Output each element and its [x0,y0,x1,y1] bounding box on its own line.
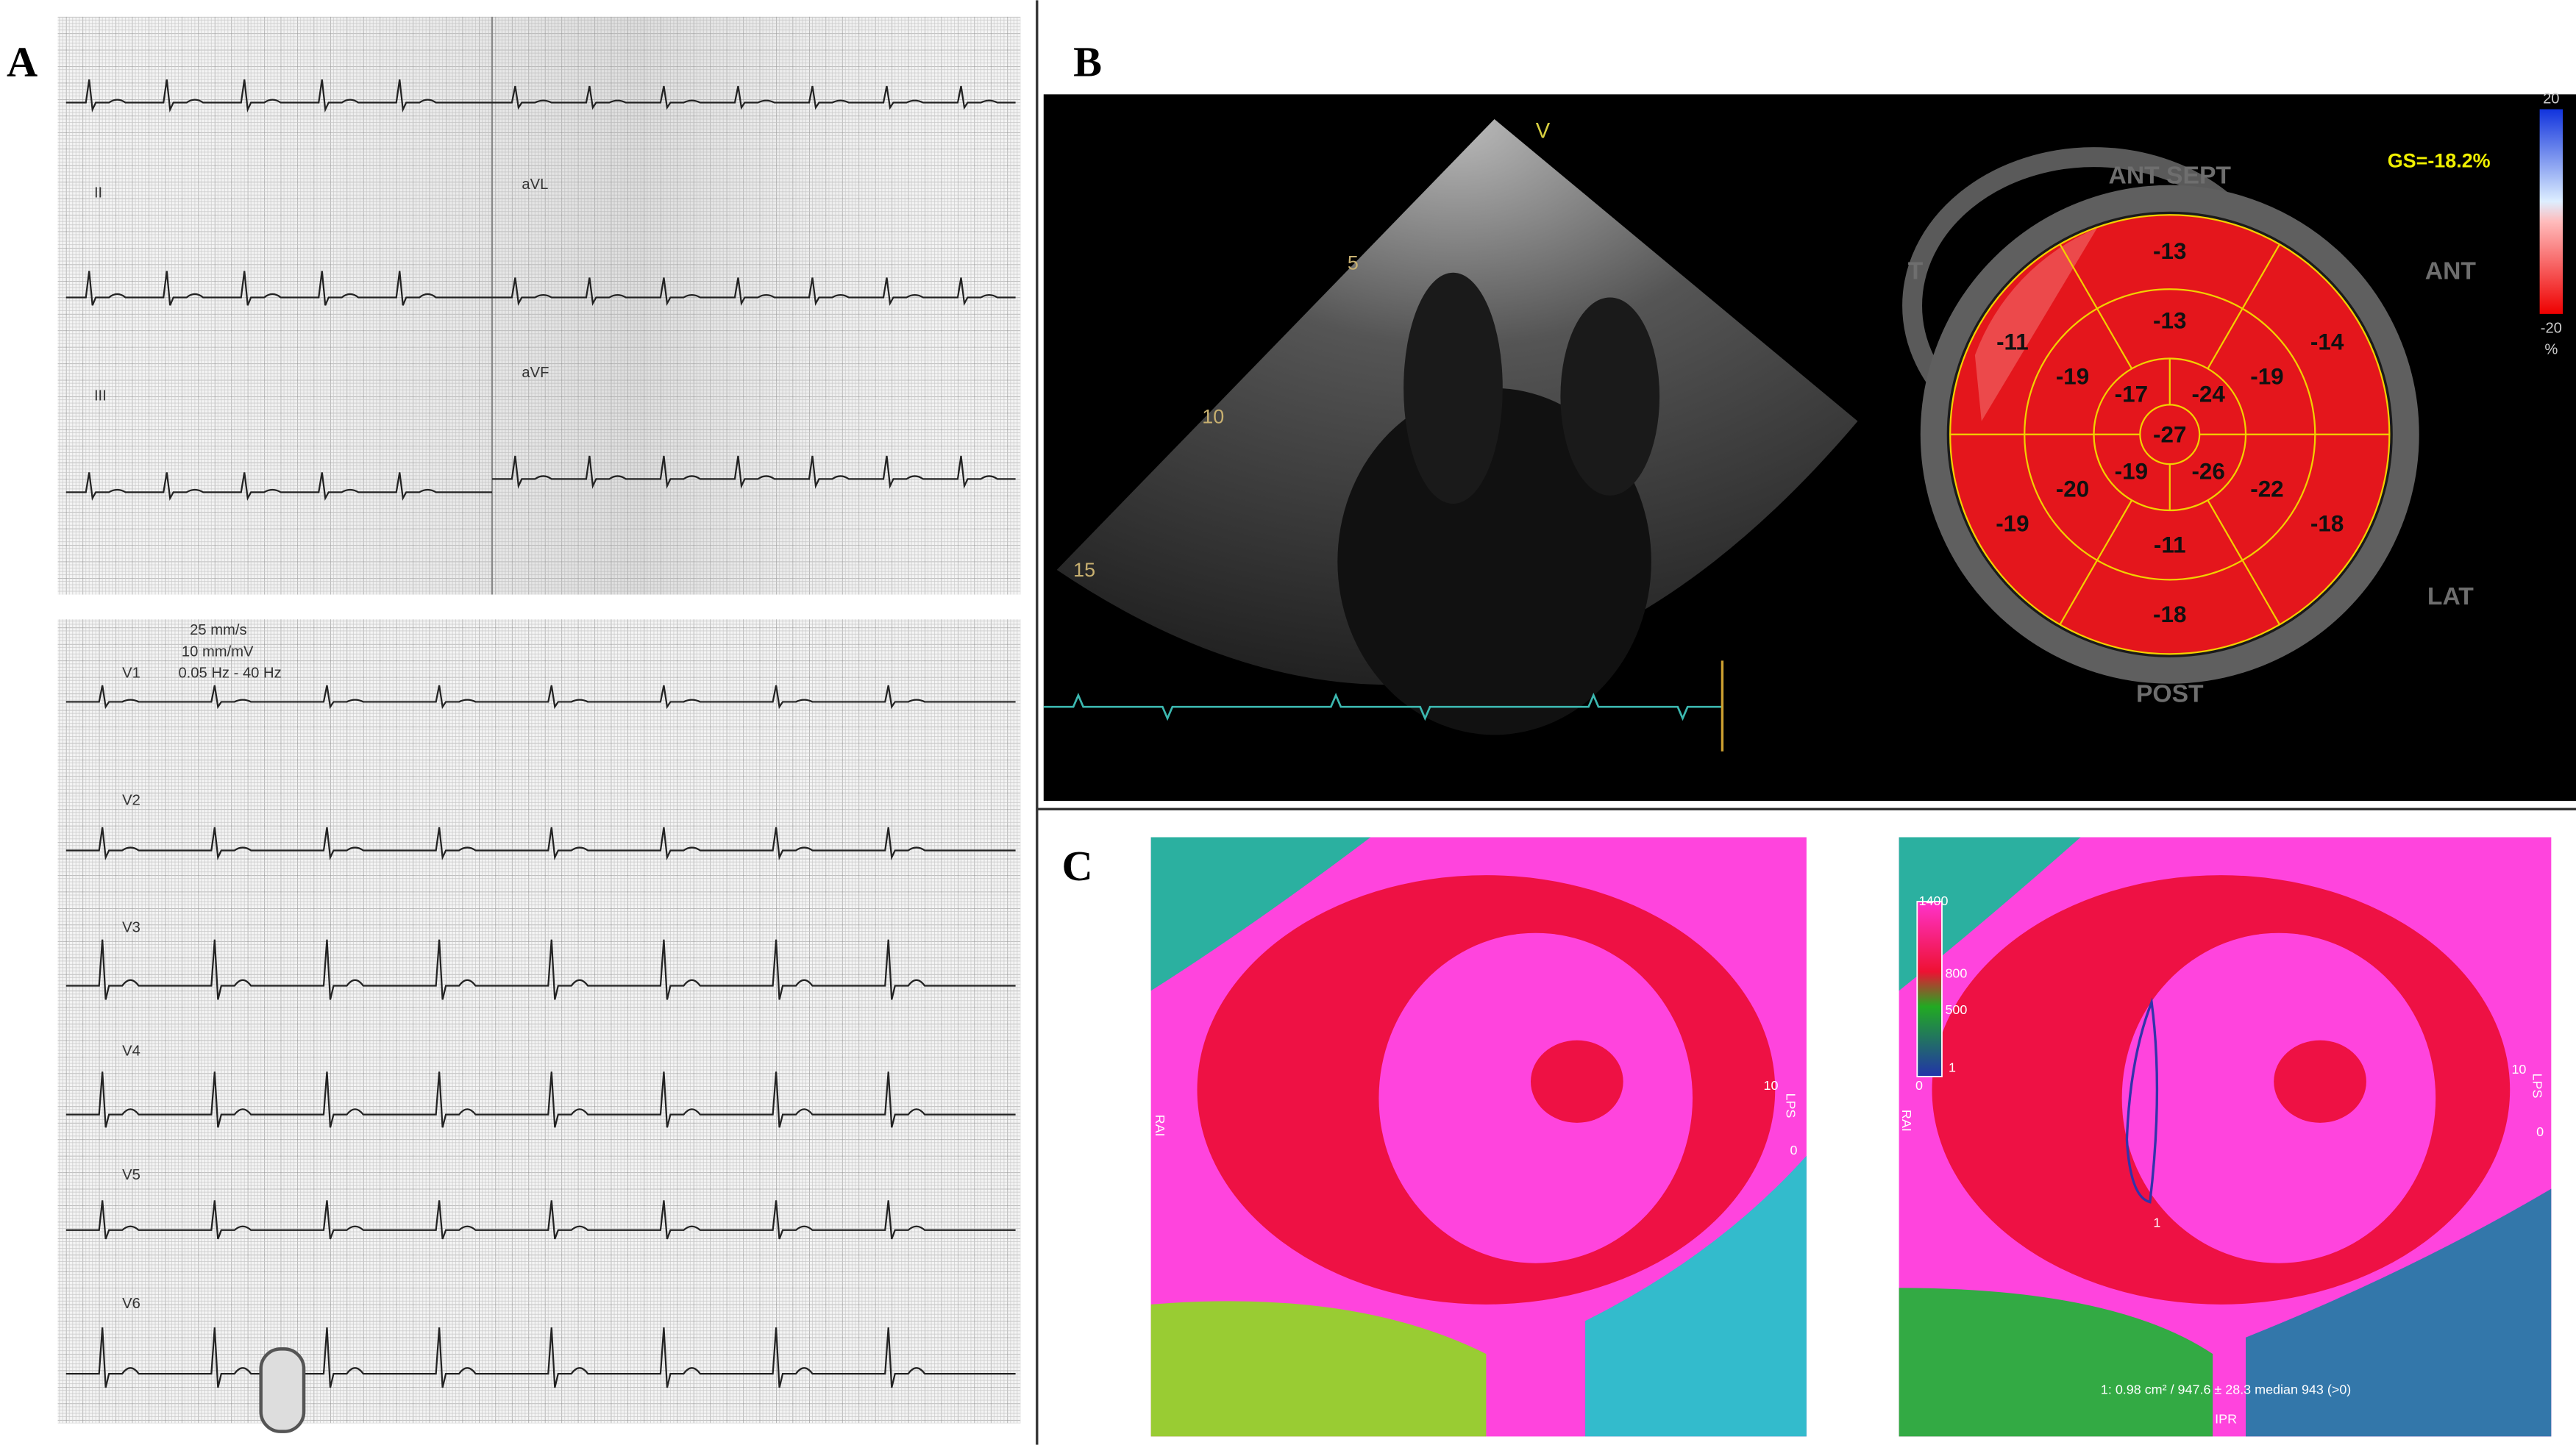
segment-value: -19 [1996,511,2029,537]
legend-label: 500 [1945,1002,1967,1017]
segment-line [2207,243,2281,369]
segment-value: -13 [2153,307,2186,333]
t1-map: 1400 800 500 1 0 RAI 1 1: 0.98 cm² / 947… [1899,837,2552,1437]
segment-value: -27 [2153,421,2186,447]
measurement: 1: 0.98 cm² / 947.6 ± 28.3 median 943 (>… [2101,1382,2351,1396]
orientation: LAT [2427,583,2474,610]
calibration: 10 mm/mV [182,643,254,660]
lead-label: aVL [522,176,548,193]
scale-label: 0 [1790,1143,1797,1157]
orientation: IPR [2215,1412,2237,1427]
legend-bar [1916,901,1943,1077]
ecg-traces [65,79,1016,1388]
scale-label: 0 [2536,1124,2544,1139]
segment-value: -18 [2153,602,2186,627]
panel-c: C RAI 1400 800 500 1 0 RAI 1 1: 0.98 cm²… [1061,837,2552,1437]
lead-label: II [94,185,102,201]
segment-value: -20 [2056,476,2089,502]
orientation: LPS [2530,1074,2544,1099]
orientation: RAI [1153,1115,1167,1137]
scale-label: 20 [2543,90,2559,107]
ecg-trace [65,1200,1016,1240]
color-scale [2539,109,2563,314]
orientation: T [1908,258,1924,285]
segment-value: -13 [2153,238,2186,264]
ecg-trace [65,1327,1016,1388]
orientation: ANT SEPT [2109,162,2232,189]
scale-label: 10 [2511,1062,2526,1077]
lead-label: III [94,388,107,404]
ecg-trace [65,939,1016,1000]
orientation: RAI [1899,1110,1914,1132]
panel-label: A [7,38,38,86]
ecg-trace [65,472,492,501]
depth-mark: 5 [1348,252,1359,274]
lead-label: V1 [122,666,140,682]
lead-label: V5 [122,1167,140,1183]
depth-mark: 15 [1073,559,1095,581]
highlight [1974,228,2097,421]
scale-label: % [2544,342,2558,358]
orientation: POST [2136,680,2204,707]
ecg-trace [65,1071,1016,1128]
segment-value: -11 [1996,329,2029,355]
t1-map: RAI [1150,837,1807,1437]
ecg-trace [491,277,1016,307]
segment-value: -19 [2115,458,2148,484]
bullseye: -13-14-18-18-19-11-13-19-22-11-20-19-17-… [1949,214,2391,655]
echo-ecg [1043,693,1723,721]
segment-line [2059,499,2133,625]
segment-value: -18 [2310,511,2344,537]
clip [259,1347,306,1433]
ecg-trace [491,455,1016,489]
orientation: LPS [1784,1093,1798,1118]
ecg-trace [65,79,492,113]
segment-line [2059,243,2133,369]
global-strain: GS=-18.2% [2388,149,2491,171]
lead-label: V4 [122,1043,140,1060]
scale-label: 10 [1764,1078,1779,1093]
lead-label: V3 [122,919,140,935]
probe-marker: V [1536,120,1551,143]
segment-value: -19 [2250,364,2283,390]
ecg-shade [57,16,1021,595]
roi [2125,997,2159,1204]
ventricle [1337,388,1651,735]
ecg-trace [65,271,492,306]
lead-label: aVF [522,365,549,381]
legend-label: 1 [1949,1060,1956,1075]
panel-label: B [1073,38,1102,86]
segment-line [2207,499,2281,625]
lead-label: V6 [122,1296,140,1312]
calibration: 0.05 Hz - 40 Hz [178,666,281,682]
depth-mark: 10 [1202,405,1224,427]
roi-label: 1 [2153,1216,2160,1230]
panel-b: B 5 10 15 V -13-14-18-18-19-11-13-19-22-… [1043,38,2576,802]
calibration: 25 mm/s [190,622,246,638]
lead-label: V2 [122,792,140,808]
panel-a: A II III aVL aVF 25 mm/s 10 mm/mV 0.05 H… [7,16,1021,1433]
segment-value: -14 [2310,329,2344,355]
legend-label: 1400 [1919,893,1949,908]
segment-value: -22 [2250,476,2283,502]
panel-label: C [1061,842,1092,890]
segment-value: -24 [2191,382,2225,407]
chamber [1403,272,1503,504]
ecg-paper [57,619,1021,1424]
legend-label: 800 [1945,966,1967,981]
chamber [1560,297,1660,496]
legend-label: 0 [1915,1078,1923,1093]
segment-value: -11 [2154,532,2186,558]
segment-value: -19 [2056,364,2089,390]
ecg-trace [65,685,1016,710]
ecg-trace [65,827,1016,860]
scale-label: -20 [2541,320,2562,336]
segment-value: -17 [2115,382,2148,407]
ecg-trace [491,85,1016,110]
orientation: ANT [2425,258,2477,285]
segment-value: -26 [2191,458,2224,484]
